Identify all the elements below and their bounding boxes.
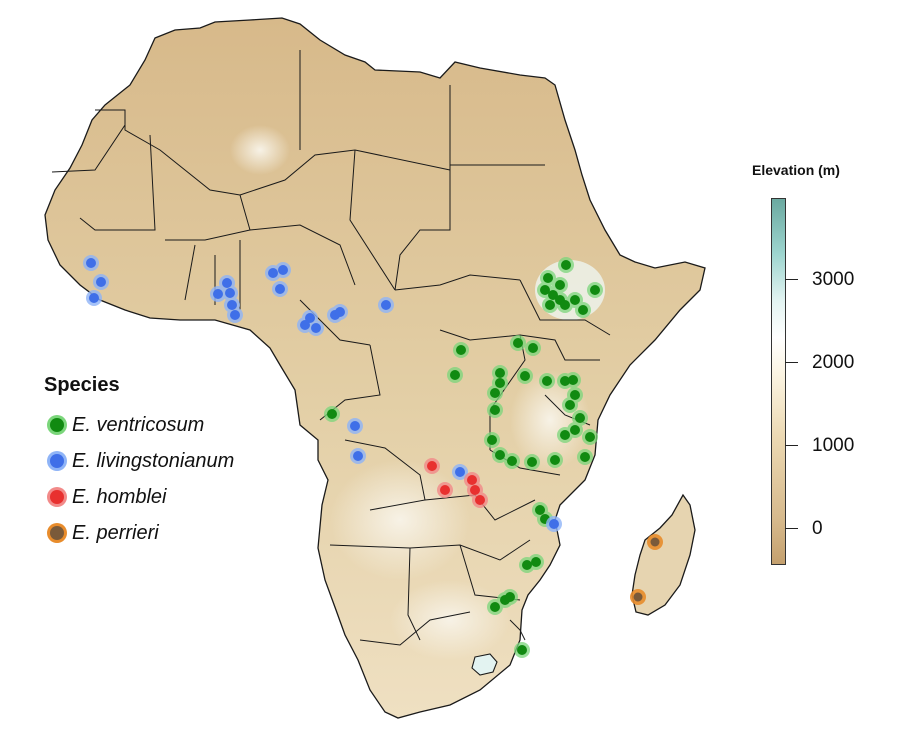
elevation-colorbar (771, 198, 786, 565)
ahaggar-highlands (230, 125, 290, 175)
legend-label: E. livingstonianum (72, 449, 235, 472)
green-dot-icon (50, 418, 64, 432)
lesotho-highland (471, 653, 498, 676)
blue-dot-icon (50, 454, 64, 468)
legend-item-perrieri: E. perrieri (44, 515, 234, 551)
points-homblei (424, 458, 488, 508)
colorbar-label-0: 0 (812, 518, 823, 539)
legend-title: Species (44, 374, 120, 396)
colorbar-tick (785, 445, 798, 446)
points-ventricosum (324, 257, 603, 658)
colorbar-tick (785, 528, 798, 529)
southern-plateau (330, 460, 470, 580)
colorbar-tick (785, 362, 798, 363)
colorbar-title: Elevation (m) (752, 162, 840, 178)
species-legend: Species E. ventricosum E. livingstonianu… (44, 374, 234, 551)
madagascar-landmass (631, 493, 696, 616)
legend-item-ventricosum: E. ventricosum (44, 407, 234, 443)
colorbar-label-1000: 1000 (812, 435, 855, 456)
orange-dot-icon (50, 526, 64, 540)
legend-label: E. homblei (72, 485, 167, 508)
colorbar-label-3000: 3000 (812, 269, 855, 290)
country-borders (51, 50, 611, 646)
legend-label: E. ventricosum (72, 413, 205, 436)
highveld (390, 580, 510, 660)
legend-item-homblei: E. homblei (44, 479, 234, 515)
legend-item-livingstonianum: E. livingstonianum (44, 443, 234, 479)
points-livingstonianum (83, 255, 562, 532)
red-dot-icon (50, 490, 64, 504)
points-perrieri (630, 534, 663, 605)
colorbar-tick (785, 279, 798, 280)
colorbar-label-2000: 2000 (812, 352, 855, 373)
legend-label: E. perrieri (72, 521, 159, 544)
